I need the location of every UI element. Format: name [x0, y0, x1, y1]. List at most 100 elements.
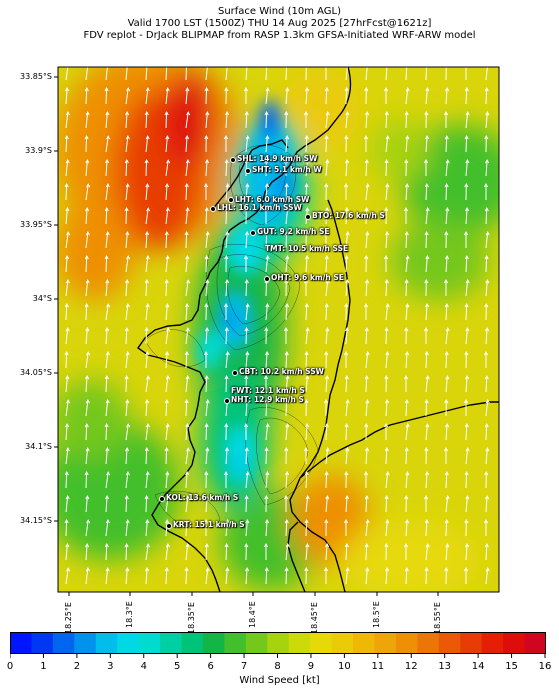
wind-vector: [165, 256, 169, 273]
station-marker[interactable]: [159, 496, 165, 502]
station-marker[interactable]: [264, 276, 270, 282]
wind-vector-head: [284, 110, 289, 116]
station-label-tmt[interactable]: TMT: 10.5 km/h SSE: [265, 244, 349, 253]
wind-vector-head: [184, 398, 189, 404]
wind-vector-head: [324, 134, 329, 140]
station-marker[interactable]: [166, 523, 172, 529]
wind-vector: [185, 88, 188, 105]
wind-vector: [305, 183, 308, 201]
wind-vector: [225, 520, 229, 537]
wind-vector: [205, 400, 209, 417]
wind-vector: [225, 568, 228, 585]
wind-vector-head: [185, 375, 190, 380]
wind-vector-head: [465, 111, 470, 116]
station-marker[interactable]: [250, 230, 256, 236]
wind-vector-head: [145, 519, 150, 524]
wind-vector: [405, 136, 408, 153]
wind-vector-head: [144, 446, 149, 452]
wind-vector: [485, 568, 489, 585]
wind-vector-head: [106, 471, 111, 476]
wind-vector-head: [284, 278, 289, 284]
lon-label: 18.45°E: [310, 602, 319, 634]
wind-vector: [325, 375, 328, 393]
wind-vector-head: [444, 62, 449, 68]
wind-vector: [205, 327, 208, 345]
station-label-shl[interactable]: SHL: 14.9 km/h SW: [237, 154, 318, 163]
station-marker[interactable]: [224, 398, 230, 404]
wind-vector-head: [404, 230, 409, 236]
wind-vector-head: [325, 111, 330, 116]
station-label-fwt[interactable]: FWT: 12.1 km/h S: [231, 386, 305, 395]
station-marker[interactable]: [210, 206, 216, 212]
wind-vector: [105, 400, 109, 417]
wind-vector: [85, 448, 89, 465]
wind-vector-head: [205, 279, 210, 284]
wind-vector: [285, 544, 289, 561]
wind-vector: [165, 567, 168, 585]
wind-vector-head: [66, 567, 71, 572]
station-label-krt[interactable]: KRT: 15.1 km/h S: [173, 520, 245, 529]
wind-vector: [465, 112, 469, 129]
colorbar-swatch: [160, 632, 183, 654]
wind-vector-head: [403, 542, 409, 548]
wind-vector-head: [464, 254, 469, 260]
wind-vector-head: [65, 495, 70, 500]
wind-vector-head: [365, 446, 370, 452]
station-label-lht[interactable]: LHT: 6.0 km/h SW: [235, 195, 310, 204]
station-label-kol[interactable]: KOL: 13.6 km/h S: [166, 493, 239, 502]
wind-vector-head: [64, 182, 69, 188]
station-label-nht[interactable]: NHT: 12.9 km/h S: [231, 395, 304, 404]
wind-vector-head: [205, 158, 210, 164]
wind-vector-head: [245, 566, 250, 572]
wind-vector-head: [245, 230, 250, 236]
station-marker[interactable]: [228, 197, 234, 203]
wind-vector-head: [223, 302, 229, 308]
wind-vector-head: [385, 230, 390, 236]
wind-vector-head: [445, 375, 450, 380]
wind-vector-head: [345, 231, 350, 236]
wind-vector-head: [65, 543, 70, 548]
wind-vector-head: [205, 231, 210, 236]
wind-vector-head: [284, 398, 289, 404]
wind-vector: [185, 519, 188, 537]
wind-vector-head: [86, 351, 91, 356]
wind-vector-head: [204, 302, 209, 308]
wind-vector: [125, 400, 128, 417]
wind-vector: [485, 207, 488, 225]
wind-vector-head: [303, 446, 309, 452]
station-label-bto[interactable]: BTO: 17.6 km/h S: [312, 211, 385, 220]
wind-vector: [425, 544, 429, 561]
station-marker[interactable]: [245, 168, 251, 174]
wind-vector-head: [364, 374, 369, 380]
colorbar-tick-label: 12: [404, 661, 418, 672]
station-label-sht[interactable]: SHT: 5.1 km/h W: [252, 165, 322, 174]
station-marker[interactable]: [232, 370, 238, 376]
wind-vector: [165, 111, 168, 129]
colorbar-tick-label: 3: [107, 661, 114, 672]
wind-vector: [325, 207, 328, 225]
station-label-oht[interactable]: OHT: 9.6 km/h SE: [271, 273, 344, 282]
wind-vector-head: [145, 351, 150, 356]
wind-vector-head: [424, 350, 429, 356]
station-label-cbt[interactable]: CBT: 10.2 km/h SSW: [239, 367, 324, 376]
station-marker[interactable]: [230, 157, 236, 163]
wind-vector-head: [363, 470, 369, 476]
wind-vector: [285, 567, 288, 585]
wind-vector: [65, 376, 68, 393]
wind-vector-head: [463, 230, 469, 236]
wind-vector-head: [84, 470, 89, 476]
wind-vector: [265, 424, 269, 441]
wind-vector-head: [464, 422, 469, 428]
wind-vector-head: [105, 519, 110, 524]
wind-vector: [485, 375, 488, 393]
wind-vector-head: [424, 398, 429, 404]
wind-vector-head: [485, 326, 490, 332]
wind-vector-head: [285, 87, 290, 92]
station-label-lhl[interactable]: LHL: 16.1 km/h SSW: [217, 203, 302, 212]
wind-vector: [105, 184, 109, 201]
station-label-gut[interactable]: GUT: 9.2 km/h SE: [257, 227, 330, 236]
wind-vector-head: [304, 350, 309, 356]
station-marker[interactable]: [305, 214, 311, 220]
wind-vector-head: [465, 327, 470, 332]
wind-vector: [65, 232, 69, 249]
